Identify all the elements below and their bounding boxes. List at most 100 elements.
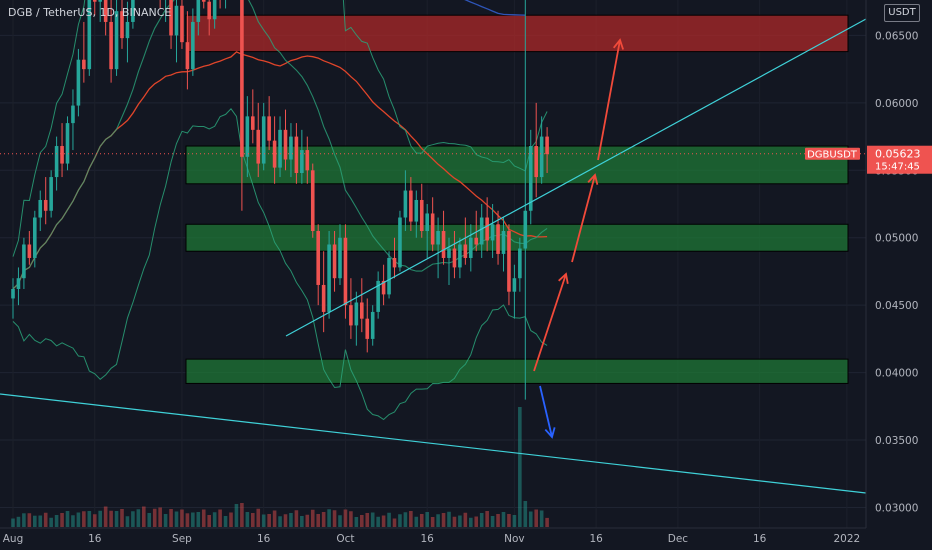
candle-body bbox=[191, 21, 195, 70]
price-axis[interactable]: 0.105000.100000.095000.090000.085000.080… bbox=[865, 0, 918, 528]
volume-bar bbox=[142, 506, 146, 527]
candle-body bbox=[310, 170, 315, 232]
volume-bar bbox=[92, 514, 97, 527]
candle-body bbox=[512, 278, 517, 292]
candle-body bbox=[414, 199, 419, 222]
volume-bar bbox=[469, 517, 473, 527]
volume-bar bbox=[507, 514, 511, 527]
candle-body bbox=[131, 0, 135, 22]
volume-bar bbox=[152, 508, 157, 527]
volume-bar bbox=[22, 513, 26, 527]
volume-bar bbox=[256, 508, 261, 527]
volume-bar bbox=[545, 517, 549, 527]
candle-body bbox=[212, 0, 217, 20]
candle-body bbox=[251, 116, 255, 130]
candle-body bbox=[469, 237, 473, 258]
candle-body bbox=[201, 0, 206, 2]
currency-tag[interactable]: USDT bbox=[884, 4, 920, 22]
time-tick-label: Dec bbox=[668, 533, 689, 545]
price-tick-label: 0.03000 bbox=[875, 503, 918, 515]
volume-bar bbox=[272, 510, 277, 527]
candle-body bbox=[436, 231, 440, 245]
volume-bar bbox=[131, 511, 135, 527]
volume-bar bbox=[174, 511, 179, 527]
price-tick-label: 0.05000 bbox=[875, 233, 918, 245]
candle-body bbox=[349, 305, 353, 326]
candle-body bbox=[360, 302, 364, 319]
candle-body bbox=[71, 105, 75, 124]
candle-body bbox=[316, 231, 320, 285]
volume-bar bbox=[523, 501, 528, 527]
candle-body bbox=[409, 190, 413, 222]
candle-body bbox=[109, 21, 113, 70]
candle-body bbox=[256, 129, 261, 164]
volume-bar bbox=[360, 515, 364, 527]
candle-body bbox=[419, 199, 424, 232]
volume-bar bbox=[419, 514, 424, 527]
volume-bar bbox=[38, 515, 43, 527]
descending-trendline bbox=[0, 393, 867, 494]
candle-body bbox=[458, 244, 462, 268]
candle-body bbox=[343, 237, 348, 306]
volume-bar bbox=[485, 511, 489, 527]
volume-bar bbox=[458, 515, 462, 527]
time-tick-label: Aug bbox=[3, 533, 24, 545]
candle-body bbox=[539, 136, 544, 178]
volume-bar bbox=[54, 515, 59, 527]
candle-body bbox=[305, 150, 310, 171]
candle-body bbox=[207, 1, 211, 20]
candle-body bbox=[381, 280, 386, 295]
volume-bar bbox=[207, 515, 211, 527]
candles bbox=[11, 0, 549, 400]
volume-bar bbox=[441, 513, 446, 527]
candle-body bbox=[76, 59, 81, 106]
volume-bar bbox=[528, 511, 533, 527]
time-axis[interactable]: Aug 16 Sep 16 Oct 16 Nov 16 Dec 16 2022 bbox=[0, 527, 866, 545]
candle-body bbox=[82, 59, 86, 70]
indicator-lines bbox=[12, 0, 548, 421]
candle-body bbox=[545, 136, 549, 155]
candle-body bbox=[534, 146, 538, 178]
candle-body bbox=[49, 177, 53, 211]
projection-arrow-down bbox=[539, 385, 553, 438]
volume-bar bbox=[289, 513, 293, 527]
volume-bar bbox=[109, 510, 113, 527]
candle-body bbox=[430, 213, 435, 245]
ascending-trendline bbox=[285, 18, 867, 337]
candle-body bbox=[370, 311, 375, 339]
candle-body bbox=[180, 5, 184, 43]
volume-bar bbox=[474, 516, 479, 527]
candle-body bbox=[240, 0, 244, 157]
candle-body bbox=[294, 136, 299, 174]
volume-bar bbox=[398, 514, 402, 527]
volume-bar bbox=[447, 511, 451, 527]
volume-bar bbox=[147, 513, 152, 527]
projection-arrow-1-head bbox=[558, 272, 569, 284]
candle-body bbox=[92, 0, 97, 2]
volume-bar bbox=[267, 514, 271, 527]
volume-bar bbox=[365, 513, 370, 527]
last-price: 0.05623 bbox=[875, 148, 921, 161]
volume-bar bbox=[185, 513, 190, 527]
volume-bar bbox=[463, 512, 468, 527]
candle-body bbox=[125, 21, 130, 39]
price-tick-label: 0.04500 bbox=[875, 300, 918, 312]
volume-bar bbox=[501, 512, 506, 527]
volume-bar bbox=[321, 512, 326, 527]
candle-body bbox=[338, 237, 342, 279]
candle-body bbox=[376, 280, 380, 312]
candle-body bbox=[474, 237, 479, 245]
volume-bar bbox=[180, 509, 184, 527]
volume-bar bbox=[425, 512, 429, 527]
symbol-title[interactable]: DGB / TetherUS, 1D, BINANCE bbox=[8, 6, 172, 19]
candle-body bbox=[267, 116, 271, 141]
volume-bar bbox=[136, 509, 141, 527]
volume-bar bbox=[452, 516, 457, 527]
time-tick-label: 2022 bbox=[833, 533, 860, 545]
volume-bar bbox=[223, 516, 228, 527]
price-tick-label: 0.06000 bbox=[875, 98, 918, 110]
candle-body bbox=[185, 42, 190, 70]
candle-body bbox=[332, 244, 337, 279]
